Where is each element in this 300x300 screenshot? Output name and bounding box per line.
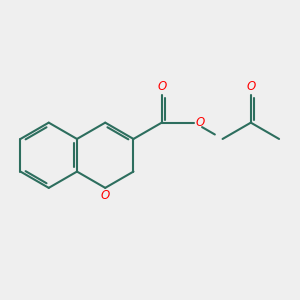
Text: O: O: [100, 189, 110, 202]
Text: O: O: [157, 80, 166, 93]
Text: O: O: [246, 80, 255, 93]
Text: O: O: [196, 116, 205, 129]
